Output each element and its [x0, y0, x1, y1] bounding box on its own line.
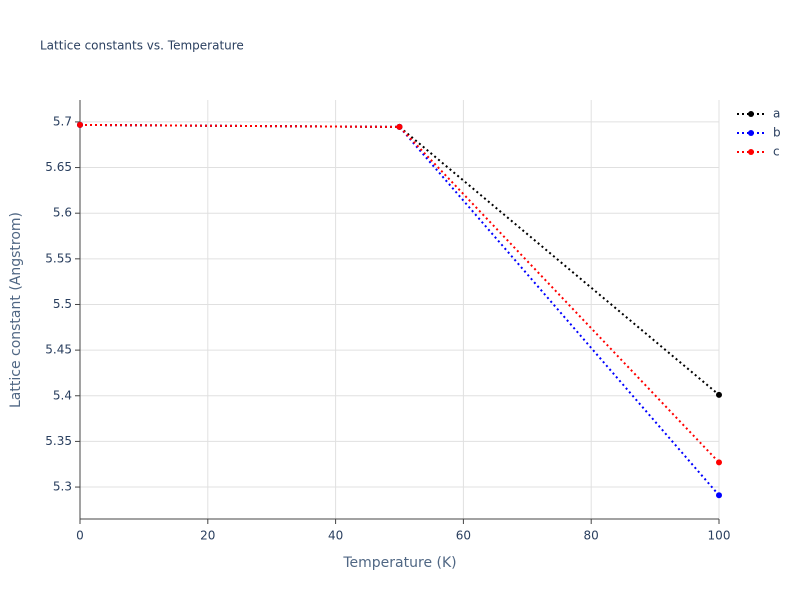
data-point [77, 121, 83, 128]
data-point [716, 391, 722, 398]
y-tick-label: 5.55 [45, 251, 72, 265]
data-point [716, 459, 722, 466]
legend-marker [748, 130, 754, 136]
x-tick-label: 100 [708, 529, 731, 543]
data-point [716, 492, 722, 499]
y-tick-label: 5.5 [53, 297, 72, 311]
y-tick-label: 5.4 [53, 388, 72, 402]
y-tick-label: 5.35 [45, 434, 72, 448]
y-tick-label: 5.7 [53, 114, 72, 128]
y-axis-label: Lattice constant (Angstrom) [8, 212, 24, 408]
data-point [396, 123, 403, 130]
x-tick-label: 40 [328, 529, 343, 543]
series-line [79, 123, 720, 464]
legend-label: c [773, 145, 780, 159]
x-tick-label: 0 [76, 529, 84, 543]
y-tick-label: 5.65 [45, 160, 72, 174]
x-axis-label: Temperature (K) [342, 555, 456, 571]
y-tick-label: 5.3 [53, 480, 72, 494]
x-tick-label: 80 [584, 529, 599, 543]
x-tick-label: 60 [456, 529, 471, 543]
series-line [79, 123, 720, 396]
legend-marker [748, 111, 754, 117]
legend-label: a [773, 107, 780, 121]
legend-label: b [773, 126, 781, 140]
x-tick-label: 20 [200, 529, 215, 543]
series-line [79, 123, 720, 496]
y-tick-label: 5.45 [45, 343, 72, 357]
chart-title: Lattice constants vs. Temperature [40, 39, 244, 53]
legend-marker [748, 149, 754, 155]
y-tick-label: 5.6 [53, 206, 72, 220]
